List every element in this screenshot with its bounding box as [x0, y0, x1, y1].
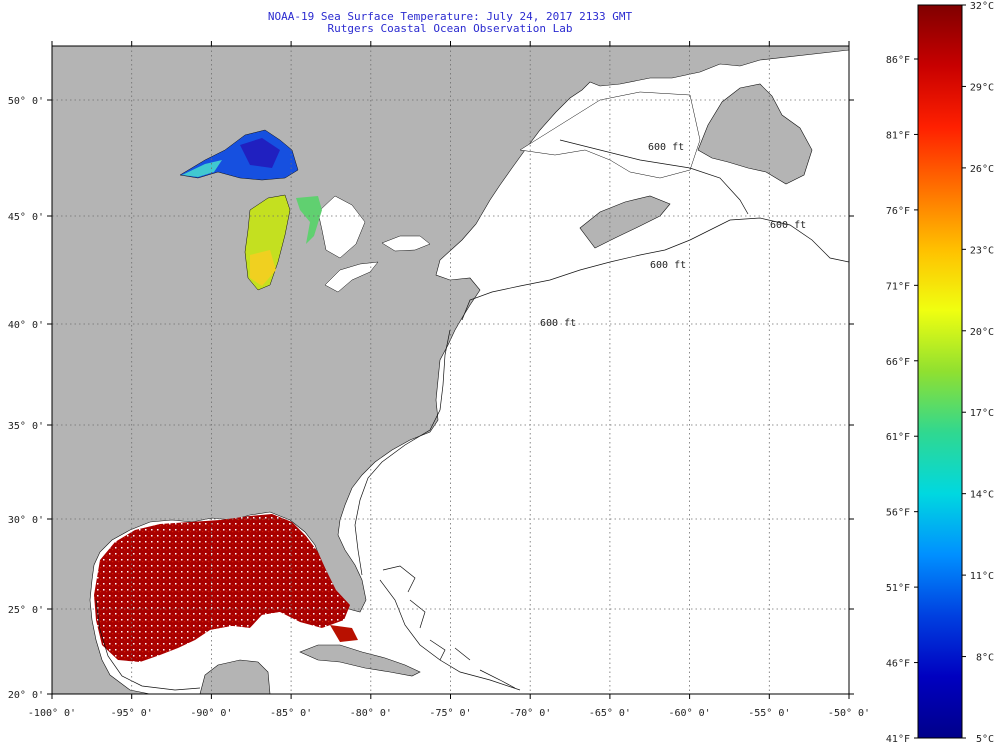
lat-label: 20° 0': [8, 690, 44, 701]
bahamas-islands: [382, 565, 516, 689]
colorbar-celsius-label: 26°C: [970, 164, 994, 175]
green-bay-sst: [296, 196, 322, 244]
colorbar-celsius-label: 17°C: [970, 408, 994, 419]
colorbar-fahrenheit-label: 71°F: [886, 281, 910, 292]
lake-ontario: [381, 235, 431, 252]
isobath-label: 600 ft: [650, 260, 686, 271]
graticule: [52, 46, 849, 694]
colorbar-celsius-label: 29°C: [970, 82, 994, 93]
lon-label: -100° 0': [28, 708, 76, 719]
colorbar-fahrenheit-label: 46°F: [886, 659, 910, 670]
lon-label: -95° 0': [111, 708, 153, 719]
land-north-america: [52, 46, 849, 694]
isobath-contour: [379, 579, 521, 691]
gulf-sst-gap: [210, 612, 290, 645]
colorbar-celsius-label: 5°C: [976, 734, 994, 745]
lake-superior-cold: [240, 138, 280, 168]
colorbar-celsius-label: 23°C: [970, 245, 994, 256]
lon-label: -90° 0': [190, 708, 232, 719]
lat-label: 30° 0': [8, 515, 44, 526]
isobath-label: 600 ft: [770, 220, 806, 231]
lon-label: -60° 0': [669, 708, 711, 719]
lat-label: 25° 0': [8, 605, 44, 616]
colorbar-fahrenheit-label: 51°F: [886, 583, 910, 594]
map-subtitle: Rutgers Coastal Ocean Observation Lab: [327, 22, 573, 35]
colorbar-fahrenheit-label: 86°F: [886, 55, 910, 66]
lon-label: -85° 0': [270, 708, 312, 719]
colorbar-celsius-label: 11°C: [970, 571, 994, 582]
lon-label: -65° 0': [589, 708, 631, 719]
land-cuba: [299, 644, 421, 677]
lon-label: -55° 0': [748, 708, 790, 719]
lat-label: 40° 0': [8, 320, 44, 331]
lake-superior-warm: [182, 160, 222, 177]
land-nova-scotia: [579, 195, 671, 249]
lat-label: 50° 0': [8, 96, 44, 107]
water-st-lawrence: [519, 91, 701, 179]
lat-label: 35° 0': [8, 421, 44, 432]
isobath-contour: [461, 217, 849, 321]
map-title: NOAA-19 Sea Surface Temperature: July 24…: [267, 10, 633, 23]
gulf-sst-field: [94, 514, 350, 662]
colorbar-fahrenheit-label: 41°F: [886, 734, 910, 745]
lake-erie: [324, 261, 379, 293]
colorbar-fahrenheit-label: 81°F: [886, 130, 910, 141]
colorbar-fahrenheit-label: 61°F: [886, 432, 910, 443]
colorbar: [917, 4, 963, 739]
isobath-contour: [559, 139, 749, 215]
colorbar-celsius-label: 8°C: [976, 653, 994, 664]
lon-label: -75° 0': [429, 708, 471, 719]
lon-label: -70° 0': [509, 708, 551, 719]
colorbar-celsius-label: 32°C: [970, 1, 994, 12]
colorbar-fahrenheit-label: 66°F: [886, 357, 910, 368]
isobath-contour: [95, 599, 201, 691]
colorbar-fahrenheit-label: 56°F: [886, 508, 910, 519]
isobath-label: 600 ft: [648, 142, 684, 153]
land-newfoundland: [697, 83, 813, 185]
florida-bay-sst: [330, 625, 358, 642]
lat-label: 45° 0': [8, 212, 44, 223]
colorbar-celsius-label: 14°C: [970, 490, 994, 501]
land-yucatan: [199, 659, 271, 694]
isobath-contour: [354, 329, 451, 576]
lake-huron: [317, 195, 366, 259]
isobath-label: 600 ft: [540, 318, 576, 329]
lake-michigan-warm: [250, 250, 276, 286]
lon-label: -80° 0': [350, 708, 392, 719]
lon-label: -50° 0': [828, 708, 870, 719]
colorbar-celsius-label: 20°C: [970, 327, 994, 338]
colorbar-fahrenheit-label: 76°F: [886, 206, 910, 217]
